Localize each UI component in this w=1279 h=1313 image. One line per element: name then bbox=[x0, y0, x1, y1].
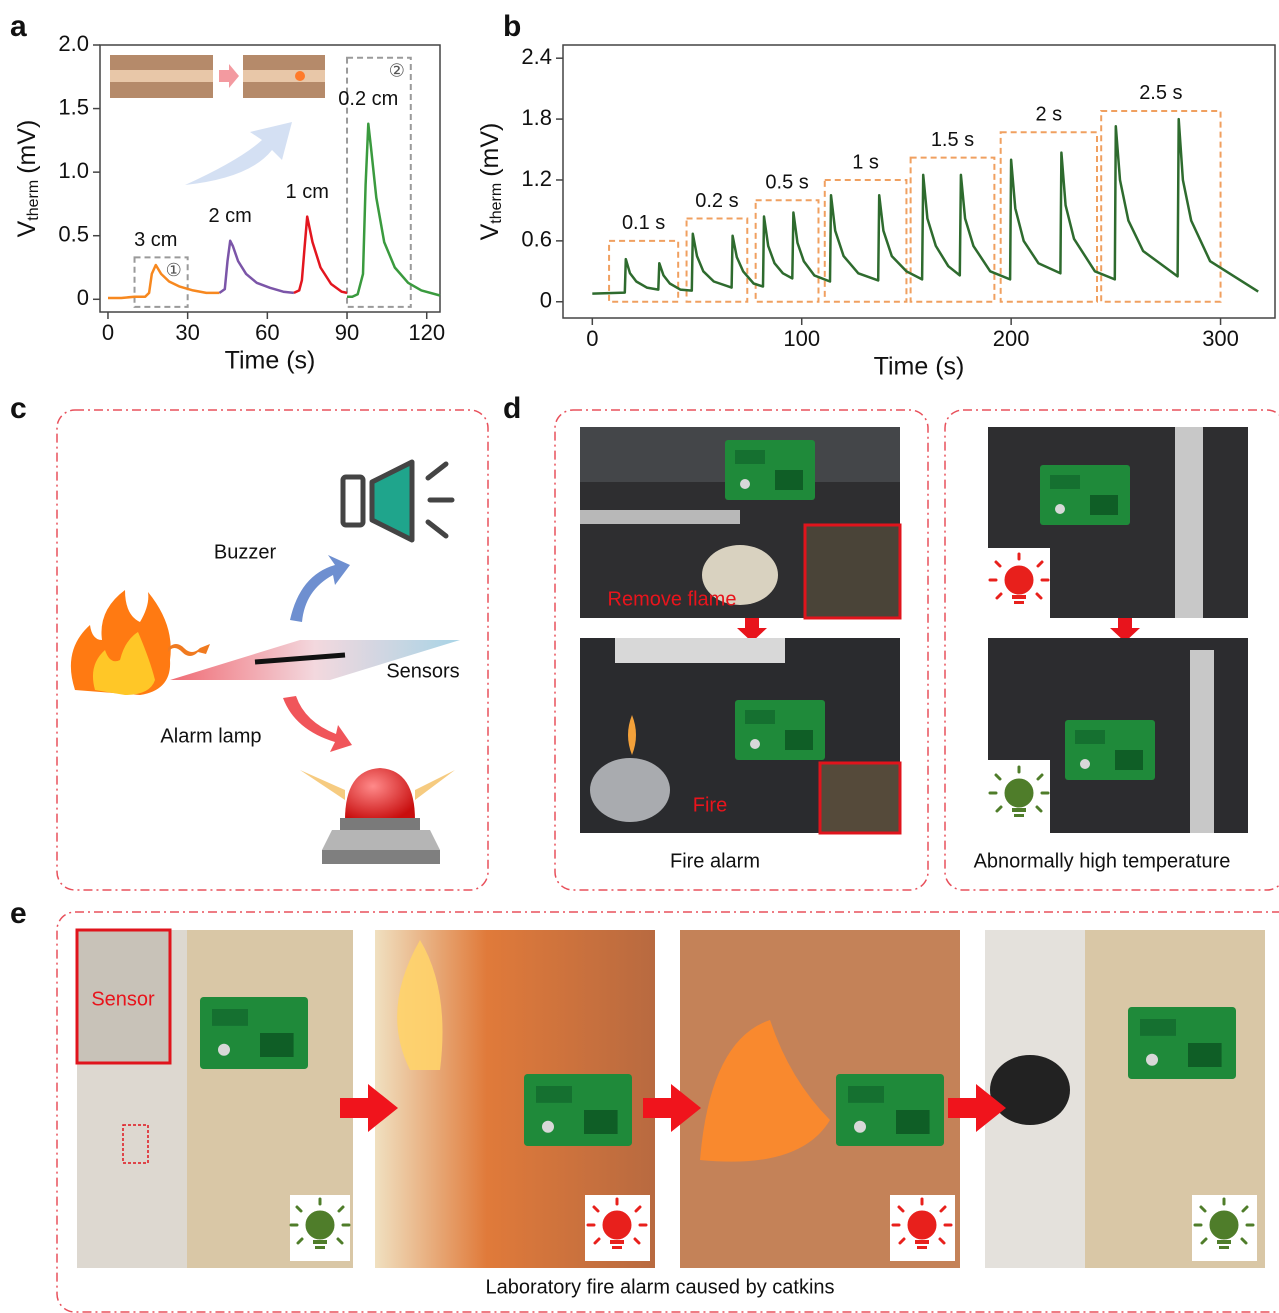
y-tick-label: 0.6 bbox=[521, 227, 552, 252]
panel-label: e bbox=[10, 897, 27, 930]
y-tick-label: 1.8 bbox=[521, 105, 552, 130]
arrow bbox=[283, 696, 352, 752]
highlight-box bbox=[1101, 111, 1220, 302]
box-label: ① bbox=[166, 260, 182, 280]
series-line bbox=[294, 217, 347, 293]
series-label: 0.2 cm bbox=[338, 88, 398, 110]
panel-label: c bbox=[10, 392, 27, 425]
photo-label: Remove flame bbox=[608, 588, 737, 610]
highlight-box bbox=[756, 200, 819, 301]
y-axis-label-sub: therm bbox=[25, 180, 42, 221]
x-tick-label: 90 bbox=[335, 320, 359, 345]
caption: Fire alarm bbox=[670, 850, 760, 872]
x-tick-label: 120 bbox=[408, 320, 445, 345]
label: Sensors bbox=[386, 660, 459, 682]
x-tick-label: 100 bbox=[783, 326, 820, 351]
y-axis-label: Vtherm (mV) bbox=[476, 123, 506, 241]
y-tick-label: 2.0 bbox=[58, 31, 89, 56]
box-label: 0.1 s bbox=[622, 212, 665, 234]
panel-label: b bbox=[503, 10, 521, 43]
box-label: 1 s bbox=[852, 151, 879, 173]
inset-photos bbox=[110, 55, 325, 98]
photo bbox=[988, 638, 1248, 833]
y-tick-label: 0.5 bbox=[58, 222, 89, 247]
x-tick-label: 60 bbox=[255, 320, 279, 345]
highlight-box bbox=[825, 180, 907, 302]
box-label: 0.5 s bbox=[765, 172, 808, 194]
label: Alarm lamp bbox=[160, 725, 261, 747]
photo-label: Fire bbox=[693, 794, 727, 816]
speaker-icon bbox=[343, 462, 452, 540]
series-label: 1 cm bbox=[286, 181, 329, 203]
photo bbox=[985, 930, 1265, 1268]
panel-label: a bbox=[10, 10, 27, 43]
x-tick-label: 30 bbox=[175, 320, 199, 345]
figure: a b c d e Buzzer Sensors Alarm lamp bbox=[0, 0, 1279, 1313]
x-axis-label: Time (s) bbox=[874, 353, 965, 381]
arrow bbox=[185, 122, 292, 185]
x-tick-label: 0 bbox=[586, 326, 598, 351]
y-axis-label-main: V bbox=[476, 223, 504, 240]
caption: Laboratory fire alarm caused by catkins bbox=[485, 1276, 834, 1298]
x-tick-label: 200 bbox=[993, 326, 1030, 351]
series-line bbox=[220, 241, 294, 293]
y-tick-label: 1.2 bbox=[521, 166, 552, 191]
x-tick-label: 0 bbox=[102, 320, 114, 345]
box-label: 1.5 s bbox=[931, 129, 974, 151]
inset-label: Sensor bbox=[91, 988, 155, 1010]
y-tick-label: 1.5 bbox=[58, 94, 89, 119]
y-axis-label-main: V bbox=[13, 220, 41, 237]
y-tick-label: 1.0 bbox=[58, 158, 89, 183]
panel-label: d bbox=[503, 392, 521, 425]
photo bbox=[375, 930, 655, 1268]
series-label: 2 cm bbox=[208, 205, 251, 227]
y-tick-label: 0 bbox=[77, 285, 89, 310]
caption: Abnormally high temperature bbox=[974, 850, 1231, 872]
photo: Sensor bbox=[77, 930, 353, 1268]
arrow bbox=[290, 555, 350, 622]
alarm-lamp-icon bbox=[300, 768, 455, 864]
photo bbox=[988, 427, 1248, 618]
series-line bbox=[347, 124, 440, 297]
y-tick-label: 2.4 bbox=[521, 44, 552, 69]
y-axis-label-unit: (mV) bbox=[13, 120, 41, 174]
y-tick-label: 0 bbox=[540, 288, 552, 313]
box-label: 2.5 s bbox=[1139, 82, 1182, 104]
series-line bbox=[592, 119, 1258, 294]
photo: Remove flame bbox=[580, 427, 900, 618]
series-line bbox=[108, 265, 220, 298]
label: Buzzer bbox=[214, 541, 277, 563]
photo bbox=[680, 930, 960, 1268]
photo: Fire bbox=[580, 638, 900, 833]
box-label: 2 s bbox=[1035, 104, 1062, 126]
y-axis-label-sub: therm bbox=[488, 183, 505, 224]
highlight-box bbox=[1001, 132, 1097, 301]
box-label: 0.2 s bbox=[695, 190, 738, 212]
y-axis-label: Vtherm (mV) bbox=[13, 120, 43, 238]
box-label: ② bbox=[389, 60, 405, 80]
y-axis-label-unit: (mV) bbox=[476, 123, 504, 177]
x-tick-label: 300 bbox=[1202, 326, 1239, 351]
x-axis-label: Time (s) bbox=[225, 347, 316, 375]
series-label: 3 cm bbox=[134, 229, 177, 251]
